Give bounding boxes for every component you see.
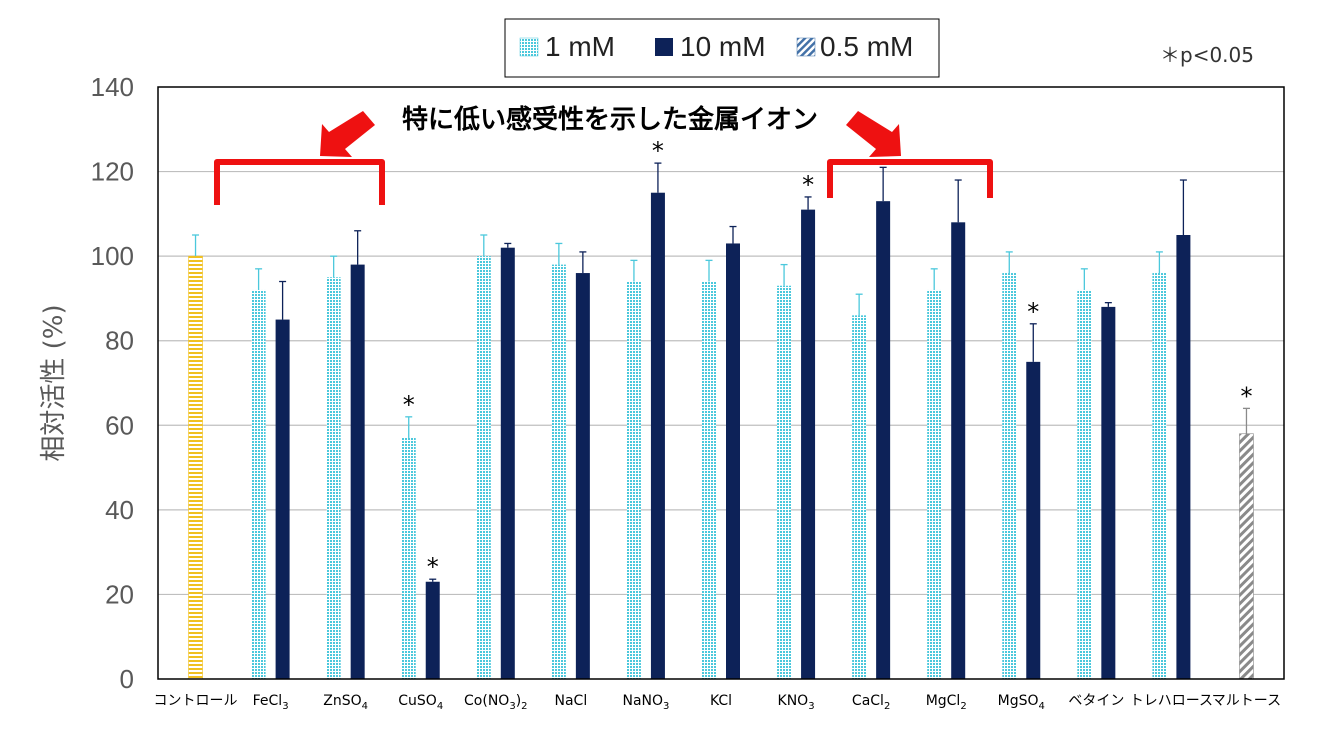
category-label: NaCl (555, 693, 588, 709)
bar-1mM (326, 277, 341, 679)
right-bracket (827, 159, 993, 198)
bar-10mM (801, 209, 816, 679)
bar-1mM (1077, 289, 1092, 679)
bar-control (188, 255, 203, 680)
bar-10mM (500, 247, 515, 679)
bar-10mM (275, 319, 290, 679)
y-axis-label: 相対活性 (%) (39, 304, 69, 461)
significance-asterisk: * (427, 553, 439, 581)
bar-10mM (1176, 235, 1191, 679)
category-label: MgCl2 (926, 693, 967, 712)
category-label: トレハロース (1130, 693, 1213, 709)
significance-asterisk: * (652, 137, 664, 165)
bar-10mM (350, 264, 365, 679)
bar-10mM (425, 581, 440, 679)
category-label: KCl (710, 693, 732, 709)
legend-box (504, 18, 940, 78)
category-label: CaCl2 (852, 693, 890, 712)
category-labels: コントロール FeCl3 ZnSO4 CuSO4 Co(NO3)2 NaCl NaNO3 KC… (154, 693, 1282, 712)
category-label: マルトース (1212, 693, 1281, 709)
annotation-text: 特に低い感受性を示した金属イオン (402, 104, 818, 135)
bar-10mM (575, 273, 590, 679)
category-label: コントロール (154, 693, 238, 709)
bar-10mM (650, 192, 665, 679)
bars (188, 192, 1254, 680)
significance-asterisk: * (1240, 382, 1252, 410)
significance-note: ＊p<0.05 (1160, 43, 1254, 67)
bar-10mM (1026, 361, 1041, 679)
category-label: CuSO4 (398, 693, 443, 712)
bar-10mM (726, 243, 740, 679)
legend-swatch-05mM (796, 37, 816, 57)
y-tick-label: 140 (91, 72, 134, 102)
bar-1mM (702, 281, 716, 679)
gridlines (158, 170, 1284, 596)
legend-label-10mM: 10 mM (680, 31, 766, 62)
left-bracket (214, 159, 385, 205)
y-tick-label: 60 (105, 410, 134, 440)
bar-1mM (251, 289, 266, 679)
bar-10mM (951, 222, 966, 680)
bar-10mM (1101, 306, 1116, 679)
legend-label-1mM: 1 mM (545, 31, 615, 62)
significance-asterisk: * (802, 171, 814, 199)
bar-1mM (852, 315, 867, 679)
bar-0.5mM (1239, 433, 1254, 680)
y-tick-label: 20 (105, 579, 134, 609)
category-label: NaNO3 (622, 693, 669, 712)
error-bars (192, 162, 1250, 582)
category-label: ベタイン (1068, 693, 1124, 709)
significance-asterisk: * (403, 391, 415, 419)
y-tick-label: 40 (105, 495, 134, 525)
y-axis-ticks: 0 20 40 60 80 100 120 140 (91, 72, 134, 694)
legend: 1 mM 10 mM 0.5 mM (504, 18, 940, 78)
legend-label-05mM: 0.5 mM (820, 31, 913, 62)
y-tick-label: 0 (120, 664, 134, 694)
category-label: KNO3 (778, 693, 815, 712)
left-arrow (320, 111, 375, 157)
annotation-group: 特に低い感受性を示した金属イオン (214, 104, 993, 205)
y-tick-label: 80 (105, 326, 134, 356)
category-label: MgSO4 (998, 693, 1045, 712)
legend-swatch-10mM (655, 38, 673, 56)
right-arrow (846, 111, 901, 157)
bar-1mM (401, 437, 416, 679)
bar-1mM (476, 256, 491, 679)
significance-markers: * * * * * * (403, 137, 1253, 581)
legend-swatch-1mM (519, 37, 539, 57)
bar-1mM (551, 264, 566, 679)
plot-frame (157, 86, 1285, 680)
bar-1mM (1002, 273, 1017, 679)
category-label: FeCl3 (253, 693, 289, 712)
y-tick-label: 120 (91, 157, 134, 187)
bar-1mM (626, 281, 641, 679)
category-label: ZnSO4 (323, 693, 368, 712)
bar-10mM (876, 201, 891, 679)
category-label: Co(NO3)2 (464, 693, 528, 712)
y-tick-label: 100 (91, 241, 134, 271)
significance-asterisk: * (1027, 298, 1039, 326)
bar-1mM (777, 285, 792, 679)
bar-1mM (1152, 273, 1167, 679)
bar-1mM (927, 289, 942, 679)
